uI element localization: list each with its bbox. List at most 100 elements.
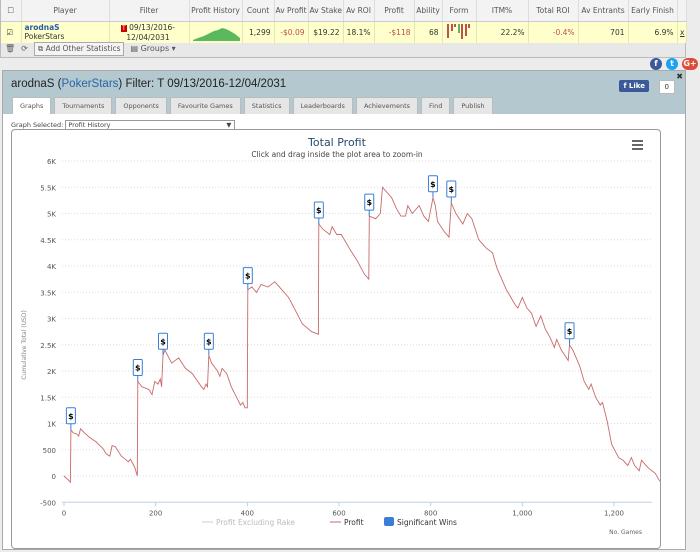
svg-text:$: $ [316, 206, 322, 215]
col-player[interactable]: Player [21, 0, 110, 22]
tab-leaderboards[interactable]: Leaderboards [292, 97, 353, 114]
significant-win-marker[interactable]: $ [132, 359, 143, 382]
table-row: ☑ arodnaS PokerStars T 09/13/2016-12/04/2… [1, 21, 687, 43]
groups-label: Groups [140, 44, 170, 53]
svg-text:$: $ [366, 198, 372, 207]
y-tick-label: 1.5K [40, 394, 56, 402]
av-stake-value: $19.22 [308, 21, 344, 43]
total-roi-value: -0.4% [528, 21, 579, 43]
col-remove [677, 0, 687, 22]
significant-win-marker[interactable]: $ [446, 180, 457, 203]
y-tick-label: 6K [47, 158, 56, 166]
like-count: 0 [658, 80, 675, 94]
dropdown-arrow-icon: ▼ [226, 121, 232, 129]
refresh-icon[interactable]: ⟳ [21, 44, 28, 53]
close-icon[interactable]: ✖ [676, 72, 683, 81]
av-profit-value: -$0.09 [274, 21, 309, 43]
player-panel: arodnaS (PokerStars) Filter: T 09/13/201… [2, 70, 686, 550]
chart-container[interactable]: Total Profit Click and drag inside the p… [11, 129, 661, 549]
y-tick-label: 4K [47, 263, 56, 271]
graph-select-value: Profit History [68, 121, 111, 129]
like-label: Like [628, 82, 645, 90]
col-profit[interactable]: Profit [374, 0, 415, 22]
col-profit-history[interactable]: Profit History [189, 0, 243, 22]
google-plus-icon[interactable]: G+ [682, 58, 698, 70]
remove-row-link[interactable]: x [677, 21, 687, 43]
filter-badge: T [121, 24, 127, 32]
col-av-roi[interactable]: Av ROI [343, 0, 375, 22]
significant-win-marker[interactable]: $ [158, 332, 168, 356]
form-bars [442, 21, 477, 43]
y-tick-label: 5K [47, 211, 56, 219]
tab-statistics[interactable]: Statistics [243, 97, 290, 114]
profit-value: -$118 [374, 21, 415, 43]
av-roi-value: 18.1% [343, 21, 375, 43]
significant-win-marker[interactable]: $ [242, 267, 253, 290]
x-tick-label: 200 [149, 509, 162, 517]
network-name: PokerStars [24, 32, 65, 41]
chart-menu-icon[interactable] [632, 140, 643, 150]
add-other-statistics-button[interactable]: ⧉ Add Other Statistics [33, 41, 125, 56]
y-tick-label: 1K [47, 421, 56, 429]
col-av-entrants[interactable]: Av Entrants [578, 0, 629, 22]
tab-find[interactable]: Find [421, 97, 451, 114]
significant-win-marker[interactable]: $ [427, 175, 438, 198]
col-av-stake[interactable]: Av Stake [308, 0, 344, 22]
col-filter[interactable]: Filter [109, 0, 190, 22]
facebook-icon[interactable]: f [650, 58, 662, 70]
filter-value: 09/13/2016-12/04/2031 [126, 22, 175, 42]
significant-win-marker[interactable]: $ [364, 193, 375, 217]
graph-selected-label: Graph Selected: [11, 121, 64, 129]
svg-text:$: $ [430, 180, 436, 189]
add-stats-label: Add Other Statistics [45, 43, 121, 53]
tab-opponents[interactable]: Opponents [115, 97, 167, 114]
col-ability[interactable]: Ability [414, 0, 443, 22]
x-tick-label: 1,000 [512, 509, 532, 517]
count-value: 1,299 [242, 21, 275, 43]
col-early-finish[interactable]: Early Finish [628, 0, 678, 22]
trash-icon[interactable]: 🗑 [5, 44, 16, 53]
av-entrants-value: 701 [578, 21, 629, 43]
tab-favourite-games[interactable]: Favourite Games [169, 97, 241, 114]
col-av-profit[interactable]: Av Profit [274, 0, 309, 22]
col-itm[interactable]: ITM% [476, 0, 529, 22]
panel-title: arodnaS (PokerStars) Filter: T 09/13/201… [11, 78, 287, 90]
row-checkbox[interactable]: ☑ [1, 21, 22, 43]
groups-dropdown[interactable]: ▤ Groups ▾ [130, 44, 176, 53]
profit-chart[interactable]: Total Profit Click and drag inside the p… [12, 130, 662, 550]
profit-history-sparkline [189, 21, 243, 43]
legend-profit[interactable]: Profit [344, 518, 364, 527]
facebook-like-button[interactable]: f Like [619, 80, 649, 92]
early-finish-value: 6.9% [628, 21, 678, 43]
filter-label: Filter: [125, 78, 155, 90]
x-tick-label: 800 [424, 509, 437, 517]
y-tick-label: 2.5K [40, 342, 56, 350]
svg-text:$: $ [245, 272, 251, 281]
legend-significant-wins[interactable]: Significant Wins [397, 518, 457, 527]
tab-tournaments[interactable]: Tournaments [54, 97, 113, 114]
ability-value: 68 [414, 21, 443, 43]
col-total-roi[interactable]: Total ROI [528, 0, 579, 22]
svg-text:$: $ [206, 337, 212, 346]
legend-profit-excluding-rake[interactable]: Profit Excluding Rake [216, 518, 295, 527]
panel-filter: T 09/13/2016-12/04/2031 [157, 78, 287, 90]
twitter-icon[interactable]: t [666, 58, 678, 70]
y-tick-label: 3.5K [40, 289, 56, 297]
profit-series-line [63, 186, 661, 484]
significant-win-marker[interactable]: $ [313, 201, 324, 224]
col-form[interactable]: Form [442, 0, 477, 22]
chart-subtitle: Click and drag inside the plot area to z… [251, 150, 423, 159]
panel-network-link[interactable]: PokerStars [61, 78, 119, 90]
stats-table: ☐ Player Filter Profit History Count Av … [1, 0, 687, 43]
select-all-checkbox[interactable]: ☐ [1, 0, 22, 22]
tab-achievements[interactable]: Achievements [355, 97, 419, 114]
player-link[interactable]: arodnaS [24, 23, 60, 32]
tab-publish[interactable]: Publish [453, 97, 493, 114]
x-tick-label: 400 [241, 509, 254, 517]
significant-win-marker[interactable]: $ [65, 407, 76, 430]
col-count[interactable]: Count [242, 0, 275, 22]
y-axis-label: Cumulative Total (USD) [21, 310, 28, 380]
tab-graphs[interactable]: Graphs [12, 97, 52, 114]
significant-win-marker[interactable]: $ [203, 332, 214, 356]
significant-win-marker[interactable]: $ [564, 322, 575, 345]
